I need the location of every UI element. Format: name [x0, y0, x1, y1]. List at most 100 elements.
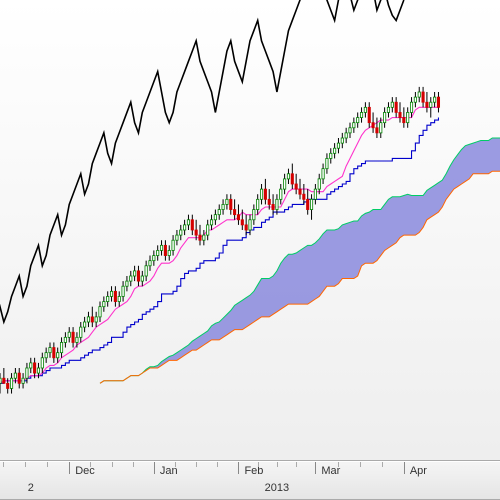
candle-body — [368, 107, 370, 122]
candle-body — [118, 296, 120, 301]
candle-body — [241, 220, 243, 225]
candle-body — [257, 199, 259, 209]
candle-body — [387, 107, 389, 112]
financial-chart: DecJanFebMarApr22013 — [0, 0, 500, 500]
candle-body — [322, 169, 324, 179]
candle-body — [283, 179, 285, 189]
tick-minor — [47, 462, 48, 467]
candle-body — [399, 112, 401, 117]
candle-body — [91, 317, 93, 322]
tick-minor — [90, 462, 91, 467]
tick-label: Dec — [75, 465, 95, 477]
candle-body — [95, 317, 97, 322]
candle-body — [349, 128, 351, 133]
candle-body — [26, 368, 28, 378]
candle-body — [291, 174, 293, 184]
candle-body — [341, 138, 343, 143]
candle-body — [437, 97, 439, 107]
candle-body — [180, 230, 182, 235]
candle-body — [380, 123, 382, 133]
candle-body — [87, 317, 89, 322]
candle-body — [133, 271, 135, 276]
candle-body — [276, 199, 278, 209]
candle-body — [164, 245, 166, 255]
candle-body — [314, 189, 316, 199]
candle-body — [14, 373, 16, 378]
tick-minor — [3, 462, 4, 467]
candle-body — [18, 373, 20, 383]
candle-body — [110, 291, 112, 296]
candle-body — [310, 199, 312, 209]
candle-body — [183, 225, 185, 230]
candle-body — [149, 261, 151, 266]
x-axis-ticks: DecJanFebMarApr22013 — [0, 461, 500, 500]
candle-body — [430, 102, 432, 107]
candle-body — [353, 123, 355, 128]
candle-body — [391, 102, 393, 107]
tick-minor — [382, 462, 383, 467]
candle-body — [207, 225, 209, 235]
candle-body — [210, 220, 212, 225]
candle-body — [264, 189, 266, 199]
tick-major — [69, 462, 70, 474]
candle-body — [249, 220, 251, 230]
candle-body — [326, 158, 328, 168]
candle-body — [287, 174, 289, 179]
candle-body — [160, 245, 162, 250]
candle-body — [0, 378, 1, 383]
tick-minor — [175, 462, 176, 467]
tick-minor — [25, 462, 26, 467]
tick-minor — [258, 462, 259, 467]
tick-major — [315, 462, 316, 474]
candle-body — [333, 148, 335, 153]
tick-minor — [296, 462, 297, 467]
candle-body — [299, 189, 301, 194]
candle-body — [7, 383, 9, 388]
tick-major — [238, 462, 239, 474]
candle-body — [199, 235, 201, 240]
candle-body — [268, 199, 270, 204]
candle-body — [3, 378, 5, 383]
tick-minor — [196, 462, 197, 467]
candle-body — [176, 235, 178, 240]
tick-minor — [277, 462, 278, 467]
candle-body — [345, 133, 347, 138]
candle-body — [418, 92, 420, 97]
candle-body — [214, 215, 216, 220]
chart-plot — [0, 0, 500, 460]
tick-minor — [112, 462, 113, 467]
candle-body — [126, 281, 128, 286]
candle-body — [253, 210, 255, 220]
candle-body — [57, 353, 59, 358]
candle-body — [272, 204, 274, 209]
tick-minor — [217, 462, 218, 467]
candle-body — [422, 92, 424, 102]
candle-body — [426, 102, 428, 107]
candle-body — [68, 332, 70, 337]
candle-body — [103, 302, 105, 307]
candle-body — [72, 332, 74, 342]
candle-body — [433, 97, 435, 102]
candle-body — [45, 353, 47, 358]
candle-body — [145, 266, 147, 276]
candle-body — [383, 112, 385, 122]
candle-body — [260, 189, 262, 199]
candle-body — [303, 194, 305, 199]
tick-major — [404, 462, 405, 474]
candle-body — [410, 102, 412, 112]
candle-body — [122, 286, 124, 296]
candle-body — [395, 102, 397, 112]
candle-body — [153, 256, 155, 261]
candle-body — [222, 204, 224, 209]
candle-body — [307, 199, 309, 209]
candle-body — [99, 307, 101, 317]
candle-body — [237, 215, 239, 220]
candle-body — [53, 348, 55, 358]
candle-body — [218, 210, 220, 215]
candle-body — [76, 337, 78, 342]
candle-body — [33, 363, 35, 373]
candle-body — [22, 378, 24, 383]
candle-body — [141, 276, 143, 281]
candle-body — [195, 230, 197, 235]
candle-body — [137, 271, 139, 281]
